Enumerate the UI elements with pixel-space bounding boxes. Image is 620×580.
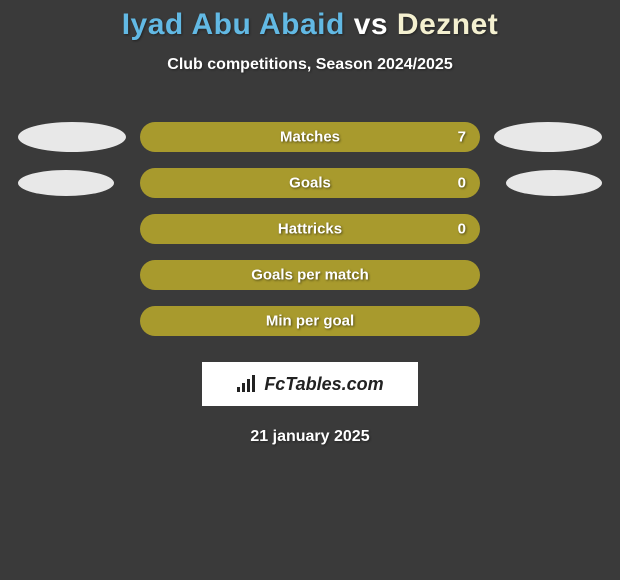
comparison-card: Iyad Abu Abaid vs Deznet Club competitio… xyxy=(0,0,620,446)
stat-row: Goals 0 xyxy=(0,160,620,206)
stat-label: Min per goal xyxy=(266,313,354,330)
chart-icon xyxy=(236,375,258,393)
stat-bar: Min per goal xyxy=(140,306,480,336)
stat-label: Goals per match xyxy=(251,267,369,284)
stat-value: 0 xyxy=(458,175,466,192)
page-title: Iyad Abu Abaid vs Deznet xyxy=(0,8,620,42)
bar-fill: Goals per match xyxy=(140,260,480,290)
player1-ellipse xyxy=(18,122,126,152)
right-ellipse-slot xyxy=(480,122,610,152)
stat-row: Min per goal xyxy=(0,298,620,344)
player2-name: Deznet xyxy=(397,8,498,41)
logo-text: FcTables.com xyxy=(264,374,383,395)
stat-row: Matches 7 xyxy=(0,114,620,160)
vs-text: vs xyxy=(354,8,388,41)
stat-bar: Goals 0 xyxy=(140,168,480,198)
left-ellipse-slot xyxy=(10,122,140,152)
stats-rows: Matches 7 Goals 0 xyxy=(0,114,620,344)
stat-bar: Matches 7 xyxy=(140,122,480,152)
player1-ellipse xyxy=(18,170,114,196)
subtitle: Club competitions, Season 2024/2025 xyxy=(0,56,620,74)
stat-bar: Goals per match xyxy=(140,260,480,290)
bar-fill: Matches 7 xyxy=(140,122,480,152)
stat-row: Goals per match xyxy=(0,252,620,298)
date-text: 21 january 2025 xyxy=(0,428,620,446)
logo-box: FcTables.com xyxy=(202,362,418,406)
right-ellipse-slot xyxy=(480,170,610,196)
stat-row: Hattricks 0 xyxy=(0,206,620,252)
left-ellipse-slot xyxy=(10,170,140,196)
stat-value: 0 xyxy=(458,221,466,238)
stat-bar: Hattricks 0 xyxy=(140,214,480,244)
stat-label: Goals xyxy=(289,175,331,192)
player2-ellipse xyxy=(506,170,602,196)
player2-ellipse xyxy=(494,122,602,152)
bar-fill: Hattricks 0 xyxy=(140,214,480,244)
stat-value: 7 xyxy=(458,129,466,146)
player1-name: Iyad Abu Abaid xyxy=(122,8,345,41)
bar-fill: Min per goal xyxy=(140,306,480,336)
stat-label: Matches xyxy=(280,129,340,146)
logo: FcTables.com xyxy=(236,374,383,395)
stat-label: Hattricks xyxy=(278,221,342,238)
bar-fill: Goals 0 xyxy=(140,168,480,198)
